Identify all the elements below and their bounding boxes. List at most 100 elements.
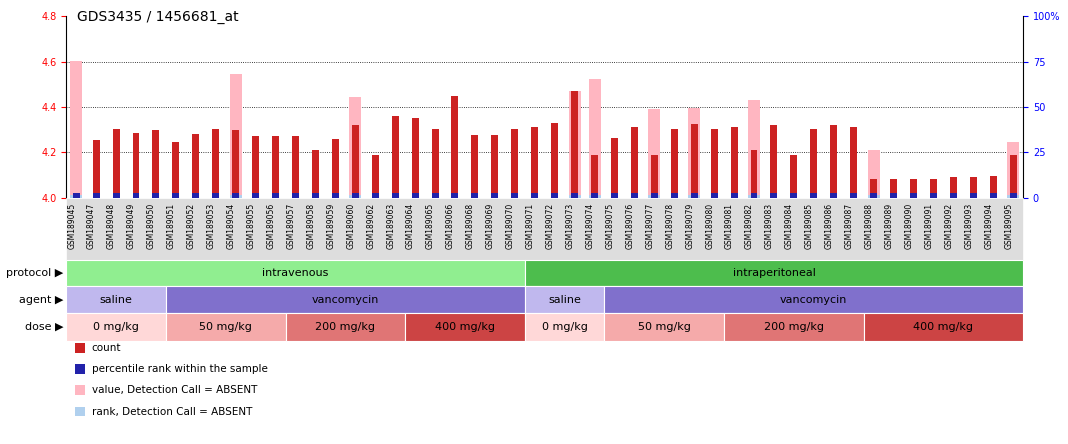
Text: GSM189091: GSM189091 [925, 202, 933, 249]
Bar [192, 193, 200, 198]
Bar [272, 136, 279, 198]
Bar [688, 195, 701, 198]
Bar [230, 74, 241, 198]
Bar [731, 127, 738, 198]
Text: GSM189055: GSM189055 [247, 202, 255, 249]
Bar [471, 135, 478, 198]
Bar [1007, 142, 1019, 198]
Bar [790, 193, 798, 198]
Text: GSM189058: GSM189058 [307, 202, 315, 249]
Bar [591, 193, 598, 198]
Text: 0 mg/kg: 0 mg/kg [93, 322, 139, 332]
Bar [252, 136, 260, 198]
Bar [811, 128, 817, 198]
Bar [691, 193, 697, 198]
Bar [349, 195, 361, 198]
Text: vancomycin: vancomycin [780, 295, 848, 305]
Text: GSM189045: GSM189045 [67, 202, 76, 249]
Text: GSM189094: GSM189094 [985, 202, 993, 249]
Bar [830, 193, 837, 198]
Text: 0 mg/kg: 0 mg/kg [541, 322, 587, 332]
Bar [751, 193, 757, 198]
Text: GSM189066: GSM189066 [446, 202, 455, 249]
Bar [93, 193, 99, 198]
Bar [770, 125, 778, 198]
Bar [372, 155, 379, 198]
Bar [1007, 195, 1019, 198]
Bar [93, 140, 99, 198]
Bar [411, 193, 419, 198]
Text: 400 mg/kg: 400 mg/kg [913, 322, 973, 332]
Text: 200 mg/kg: 200 mg/kg [764, 322, 823, 332]
Bar [112, 128, 120, 198]
Bar [132, 193, 140, 198]
Bar [172, 193, 179, 198]
Bar [811, 193, 817, 198]
Bar [349, 97, 361, 198]
Text: agent ▶: agent ▶ [18, 295, 63, 305]
Text: GSM189047: GSM189047 [88, 202, 96, 249]
Text: GSM189073: GSM189073 [566, 202, 575, 249]
Text: vancomycin: vancomycin [312, 295, 379, 305]
Text: count: count [92, 343, 122, 353]
Text: GSM189059: GSM189059 [327, 202, 335, 249]
Bar [372, 193, 379, 198]
Bar [870, 179, 877, 198]
Bar [551, 123, 559, 198]
Text: GSM189057: GSM189057 [286, 202, 296, 249]
Bar [990, 176, 996, 198]
Bar [611, 138, 618, 198]
Bar [930, 193, 937, 198]
Bar [73, 193, 80, 198]
Bar [930, 179, 937, 198]
Text: GSM189056: GSM189056 [267, 202, 276, 249]
Bar [192, 134, 200, 198]
Text: 50 mg/kg: 50 mg/kg [200, 322, 252, 332]
Bar [70, 195, 82, 198]
Bar [571, 193, 578, 198]
Bar [292, 136, 299, 198]
Text: GSM189081: GSM189081 [725, 202, 734, 249]
Text: GSM189049: GSM189049 [127, 202, 136, 249]
Text: dose ▶: dose ▶ [25, 322, 63, 332]
Bar [870, 193, 877, 198]
Bar [970, 177, 977, 198]
Text: GSM189051: GSM189051 [167, 202, 176, 249]
Text: percentile rank within the sample: percentile rank within the sample [92, 364, 268, 374]
Bar [431, 128, 439, 198]
Bar [392, 116, 398, 198]
Text: GSM189060: GSM189060 [346, 202, 356, 249]
Bar [671, 193, 678, 198]
Text: GSM189063: GSM189063 [387, 202, 395, 249]
Text: GSM189088: GSM189088 [865, 202, 874, 249]
Text: GDS3435 / 1456681_at: GDS3435 / 1456681_at [77, 10, 238, 24]
Text: GSM189095: GSM189095 [1004, 202, 1014, 249]
Text: GSM189070: GSM189070 [506, 202, 515, 249]
Text: GSM189092: GSM189092 [944, 202, 954, 249]
Bar [568, 195, 581, 198]
Bar [292, 193, 299, 198]
Text: 200 mg/kg: 200 mg/kg [315, 322, 375, 332]
Bar [1009, 193, 1017, 198]
Bar [491, 135, 499, 198]
Bar [588, 195, 600, 198]
Bar [850, 193, 858, 198]
Text: GSM189069: GSM189069 [486, 202, 494, 249]
Bar [830, 125, 837, 198]
Text: protocol ▶: protocol ▶ [5, 268, 63, 278]
Text: GSM189090: GSM189090 [905, 202, 913, 249]
Bar [491, 193, 499, 198]
Text: rank, Detection Call = ABSENT: rank, Detection Call = ABSENT [92, 407, 252, 416]
Text: 50 mg/kg: 50 mg/kg [638, 322, 691, 332]
Bar [332, 193, 339, 198]
Bar [112, 193, 120, 198]
Text: GSM189087: GSM189087 [845, 202, 853, 249]
Bar [272, 193, 279, 198]
Text: intravenous: intravenous [263, 268, 329, 278]
Bar [132, 133, 140, 198]
Bar [1009, 155, 1017, 198]
Bar [512, 128, 518, 198]
Bar [691, 124, 697, 198]
Bar [770, 193, 778, 198]
Text: GSM189053: GSM189053 [207, 202, 216, 249]
